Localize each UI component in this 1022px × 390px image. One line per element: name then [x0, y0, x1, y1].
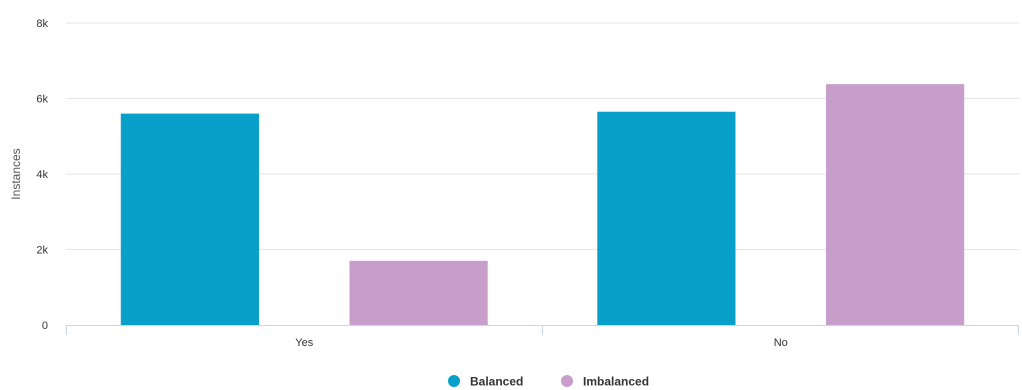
bars: [120, 84, 965, 326]
legend-item-imbalanced[interactable]: Imbalanced: [561, 375, 649, 389]
x-axis-tick-labels: Yes No: [66, 325, 1019, 349]
legend-label: Balanced: [470, 375, 523, 389]
y-tick-label: 0: [42, 320, 48, 332]
bar-imbalanced-no[interactable]: [826, 84, 965, 325]
legend-label: Imbalanced: [583, 375, 649, 389]
x-tick-label: No: [774, 337, 788, 349]
bar-balanced-no[interactable]: [597, 111, 736, 326]
y-tick-label: 8k: [36, 18, 48, 30]
x-tick-label: Yes: [295, 337, 313, 349]
y-tick-label: 6k: [36, 94, 48, 106]
y-axis-tick-labels: 0 2k 4k 6k 8k: [36, 18, 48, 332]
y-axis-title: Instances: [9, 148, 23, 199]
bar-imbalanced-yes[interactable]: [349, 260, 488, 325]
legend-item-balanced[interactable]: Balanced: [448, 375, 523, 389]
legend-marker: [561, 375, 573, 387]
y-tick-label: 2k: [36, 245, 48, 257]
bar-balanced-yes[interactable]: [120, 113, 259, 325]
legend: Balanced Imbalanced: [448, 375, 649, 389]
y-tick-label: 4k: [36, 169, 48, 181]
legend-marker: [448, 375, 460, 387]
